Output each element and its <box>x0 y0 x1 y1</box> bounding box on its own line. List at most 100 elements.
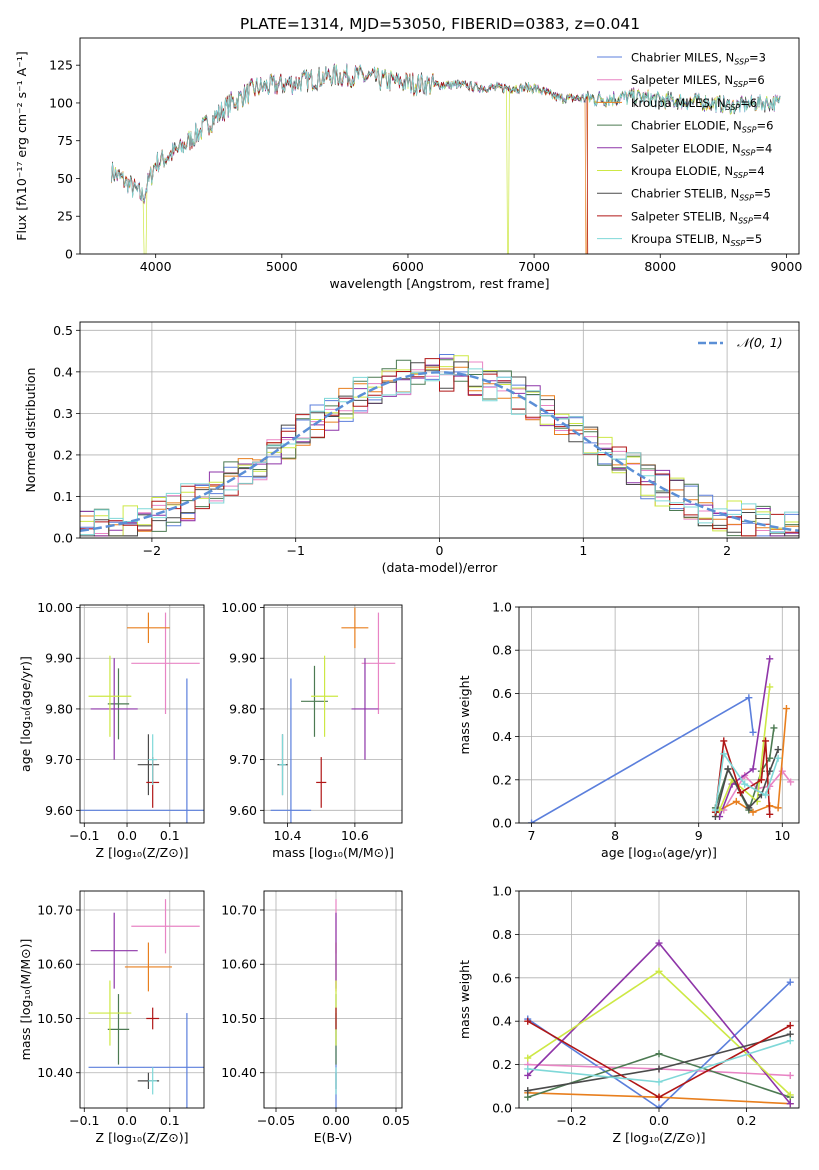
legend-label: 𝒩(0, 1) <box>737 335 783 350</box>
error-bar-point <box>311 655 339 737</box>
residuals-frame <box>79 321 800 539</box>
weight-marker <box>524 1017 532 1025</box>
x-tick-label: 5000 <box>266 259 298 274</box>
x-tick-label: 2 <box>723 543 731 558</box>
legend-label: Chabrier MILES, NSSP=3 <box>631 51 766 67</box>
age-vs-mass-frame <box>263 604 403 824</box>
error-bar-point <box>127 612 170 644</box>
error-bar-point <box>361 612 396 714</box>
age-vs-mass-plot-area <box>270 607 396 823</box>
y-tick-label: 1.0 <box>492 884 512 899</box>
x-tick-label: −2 <box>143 543 161 558</box>
legend-label: Chabrier STELIB, NSSP=5 <box>631 187 771 203</box>
x-tick-label: 0.0 <box>649 1113 669 1128</box>
y-tick-label: 10.50 <box>221 1011 257 1026</box>
weight-marker <box>720 737 728 745</box>
y-tick-label: 9.80 <box>229 701 257 716</box>
x-axis-label: (data-model)/error <box>382 560 499 575</box>
x-tick-label: −0.2 <box>556 1113 586 1128</box>
weight-marker <box>655 939 663 947</box>
y-axis-label: Normed distribution <box>23 368 38 493</box>
y-tick-label: 10.40 <box>221 1065 257 1080</box>
figure-title: PLATE=1314, MJD=53050, FIBERID=0383, z=0… <box>240 15 640 33</box>
x-tick-label: −0.05 <box>257 1113 295 1128</box>
histogram-kroupa-stelib <box>80 368 799 536</box>
y-tick-label: 0.4 <box>53 364 73 379</box>
x-tick-label: 0.2 <box>737 1113 757 1128</box>
error-bar-point <box>148 1067 157 1095</box>
weight-marker <box>770 724 778 732</box>
y-tick-label: 0.1 <box>53 489 73 504</box>
y-tick-label: 0 <box>65 247 73 262</box>
x-tick-label: 9 <box>695 828 703 843</box>
x-tick-label: 4000 <box>140 259 172 274</box>
weight-marker <box>720 750 728 758</box>
x-tick-label: 0.1 <box>160 828 180 843</box>
error-bar-point <box>137 734 160 796</box>
x-tick-label: 0.1 <box>160 1113 180 1128</box>
weight-marker <box>524 1065 532 1073</box>
y-tick-label: 0.3 <box>53 406 73 421</box>
x-tick-label: 7 <box>528 828 536 843</box>
weight-marker <box>774 746 782 754</box>
weight-marker <box>741 780 749 788</box>
weight-marker <box>766 810 774 818</box>
spectrum-line-kroupa-miles <box>111 64 781 254</box>
y-tick-label: 25 <box>57 209 73 224</box>
mass-weight-vs-Z-plot-area <box>524 939 794 1108</box>
x-tick-label: 9000 <box>770 259 802 274</box>
mass-weight-vs-age-frame <box>518 606 800 824</box>
y-tick-label: 0.4 <box>492 1014 512 1029</box>
weight-marker <box>524 1093 532 1101</box>
mass-vs-Z-frame <box>79 890 205 1109</box>
spectrum-plot-area <box>111 63 781 254</box>
x-tick-label: −0.1 <box>69 1113 99 1128</box>
y-tick-label: 0.6 <box>492 970 512 985</box>
y-tick-label: 9.90 <box>229 651 257 666</box>
y-tick-label: 75 <box>57 133 73 148</box>
x-tick-label: 10.4 <box>274 828 302 843</box>
x-axis-label: Z [log₁₀(Z/Z⊙)] <box>96 845 189 860</box>
weight-marker <box>766 683 774 691</box>
error-bar-point <box>107 668 130 740</box>
weight-marker <box>774 804 782 812</box>
legend-label: Salpeter STELIB, NSSP=4 <box>631 209 770 225</box>
y-tick-label: 10.50 <box>37 1011 73 1026</box>
weight-marker <box>749 728 757 736</box>
error-bar-point <box>88 655 132 737</box>
x-axis-label: mass [log₁₀(M/M⊙)] <box>272 845 394 860</box>
weight-marker <box>782 705 790 713</box>
x-tick-label: 0.00 <box>322 1113 350 1128</box>
y-tick-label: 10.60 <box>37 957 73 972</box>
y-tick-label: 0.2 <box>53 447 73 462</box>
error-bar-point <box>148 734 157 785</box>
error-bar-point <box>316 757 327 808</box>
y-tick-label: 10.00 <box>221 600 257 615</box>
y-tick-label: 10.40 <box>37 1065 73 1080</box>
y-tick-label: 10.00 <box>37 600 73 615</box>
x-tick-label: −0.1 <box>69 828 99 843</box>
mass-weight-vs-age-axes: 7 8 9 10 0.0 0.2 0.4 0.6 0.8 1.0 age [log₁₀(age/yr… <box>457 600 799 860</box>
error-bar-point <box>131 612 200 714</box>
error-bar-point <box>131 899 200 954</box>
y-tick-label: 0.0 <box>492 816 512 831</box>
x-tick-label: −1 <box>286 543 304 558</box>
x-tick-label: 8 <box>611 828 619 843</box>
weight-marker <box>766 754 774 762</box>
mass-vs-EBV-axes: −0.05 0.00 0.05 10.40 10.50 10.60 10.70 E(B-V) <box>221 891 410 1145</box>
legend-label: Chabrier ELODIE, NSSP=6 <box>631 119 773 135</box>
x-tick-label: 8000 <box>644 259 676 274</box>
age-vs-Z-frame <box>79 604 205 824</box>
age-vs-mass-axes: 10.4 10.6 9.60 9.70 9.80 9.90 10.00 mass [log₁₀… <box>221 600 402 860</box>
x-tick-label: 7000 <box>518 259 550 274</box>
weight-line <box>714 740 771 815</box>
weight-marker <box>762 737 770 745</box>
x-axis-label: age [log₁₀(age/yr)] <box>601 845 717 860</box>
y-tick-label: 9.80 <box>45 701 73 716</box>
x-tick-label: 0 <box>436 543 444 558</box>
mass-vs-Z-plot-area <box>88 899 204 1108</box>
y-tick-label: 0.8 <box>492 643 512 658</box>
weight-line <box>527 981 791 1108</box>
error-bar-point <box>279 734 286 796</box>
x-tick-label: 0.0 <box>117 828 137 843</box>
